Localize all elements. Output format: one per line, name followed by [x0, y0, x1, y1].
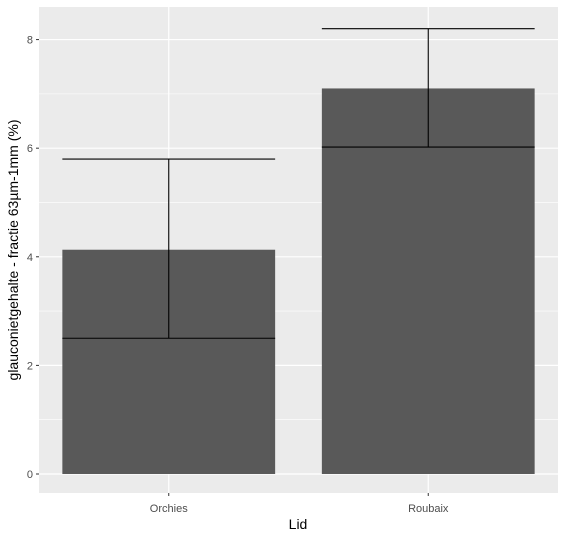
- x-tick-label-roubaix: Roubaix: [408, 503, 449, 515]
- x-axis-title: Lid: [289, 516, 308, 532]
- y-tick-label: 4: [27, 252, 33, 264]
- errorbar-orchies: [62, 158, 276, 339]
- y-tick-label: 2: [27, 360, 33, 372]
- x-axis: Orchies Roubaix: [150, 493, 449, 515]
- y-axis-title: glauconietgehalte - fractie 63µm-1mm (%): [5, 120, 21, 381]
- bar-roubaix: [321, 88, 535, 474]
- error-bars: [62, 28, 535, 339]
- y-tick-label: 8: [27, 35, 33, 47]
- y-tick-label: 0: [27, 469, 33, 481]
- x-tick-label-orchies: Orchies: [150, 503, 188, 515]
- errorbar-roubaix: [321, 28, 535, 148]
- y-tick-label: 6: [27, 143, 33, 155]
- y-axis: 0 2 4 6 8: [27, 35, 39, 481]
